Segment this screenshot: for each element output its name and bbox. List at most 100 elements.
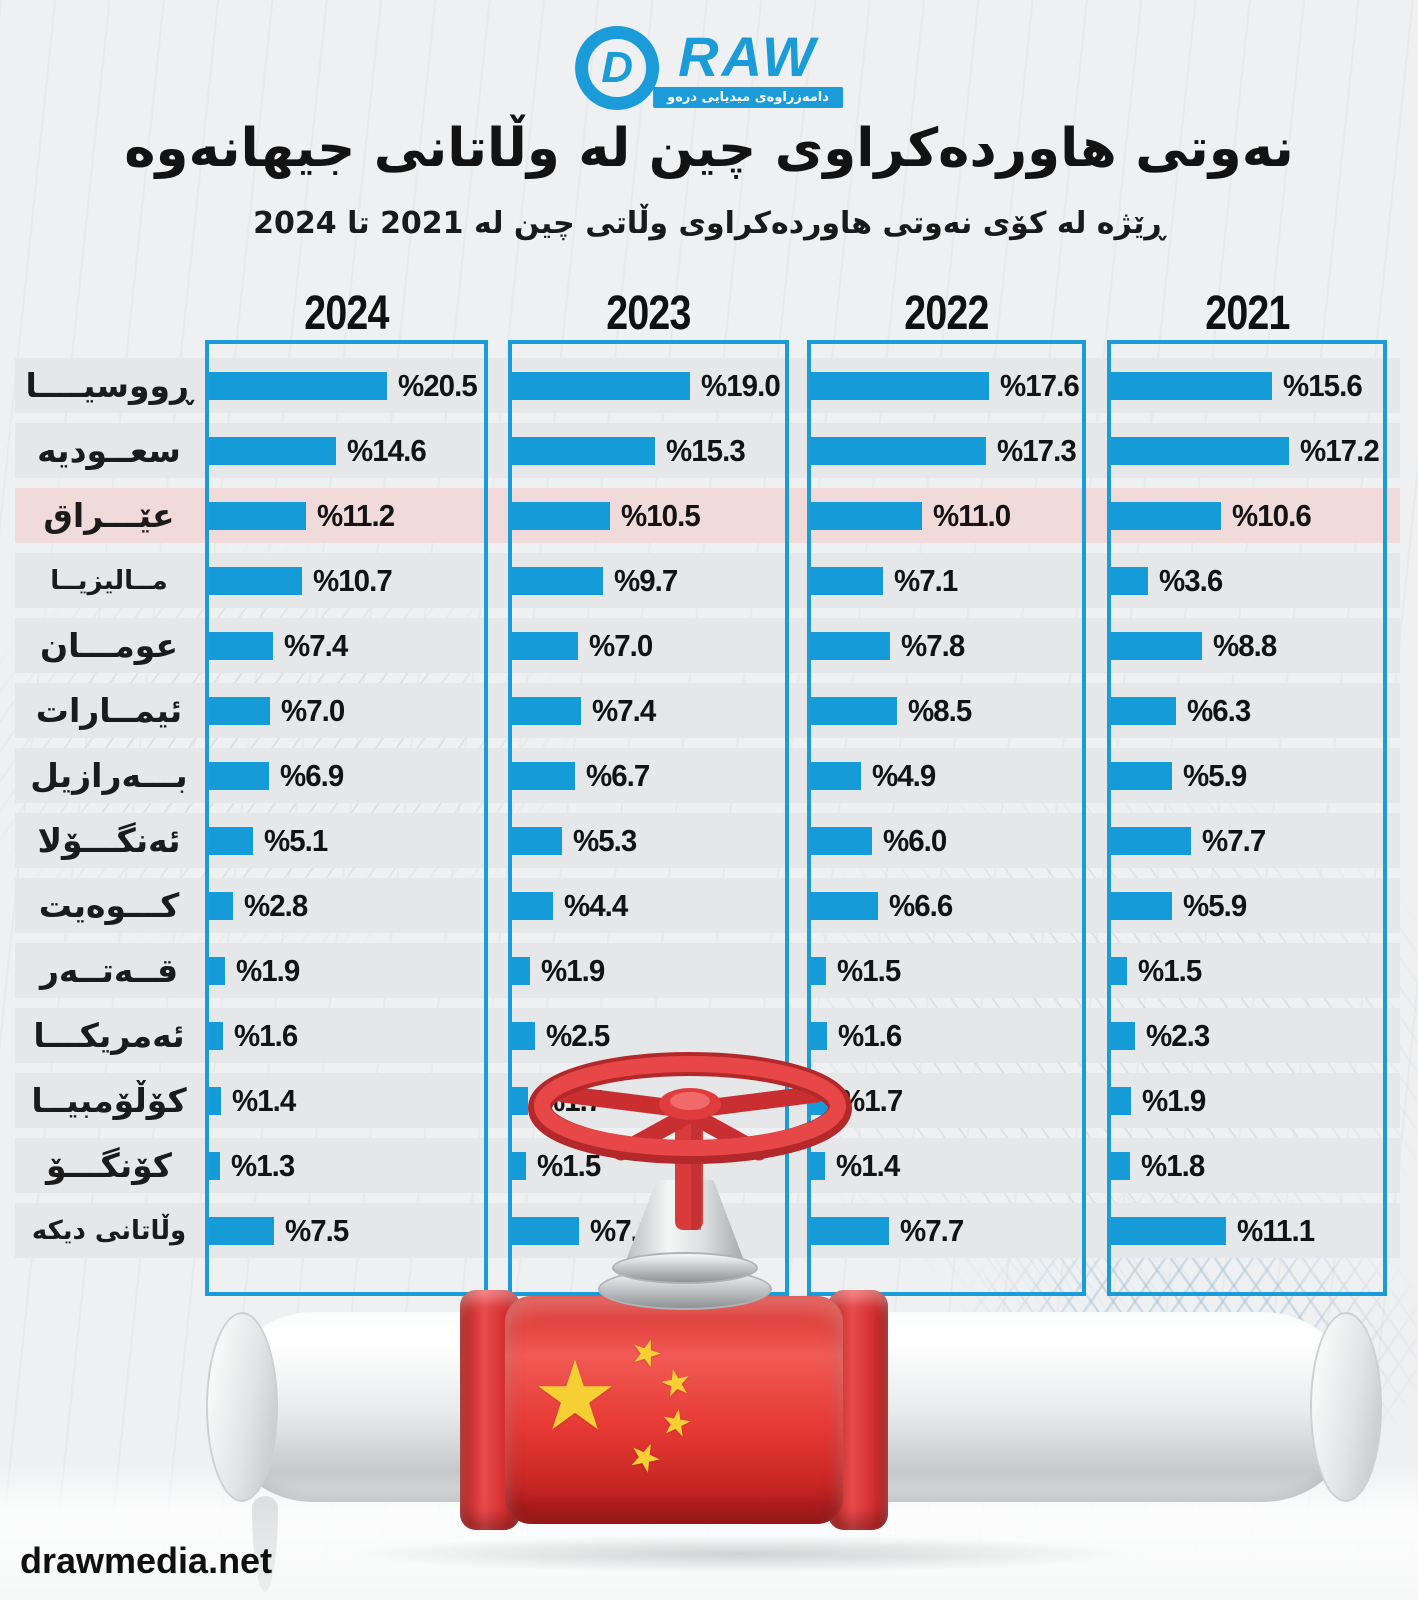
value-label: %1.5 xyxy=(837,952,901,988)
value-label: %11.1 xyxy=(1237,1212,1315,1248)
country-label: عومـــان xyxy=(39,626,179,665)
value-bar xyxy=(1111,696,1176,725)
value-bar xyxy=(811,566,883,595)
value-label: %2.5 xyxy=(546,1017,610,1053)
value-label: %8.5 xyxy=(908,692,972,728)
value-bar xyxy=(811,696,897,725)
country-label: بـــەرازیل xyxy=(30,756,188,795)
value-label: %11.2 xyxy=(317,497,395,533)
value-label: %6.7 xyxy=(586,757,650,793)
value-label: %7.4 xyxy=(284,627,348,663)
value-label: %5.1 xyxy=(264,822,328,858)
row-strip xyxy=(15,943,1400,998)
value-bar xyxy=(512,371,690,400)
draw-media-logo: D RAW دامەزراوەی میدیایی درەو xyxy=(575,26,843,110)
watermark: drawmedia.net xyxy=(20,1540,273,1581)
value-bar xyxy=(1111,371,1272,400)
value-label: %10.5 xyxy=(621,497,701,533)
column-header-year: 2024 xyxy=(205,286,488,340)
value-bar xyxy=(209,436,336,465)
value-bar xyxy=(512,436,655,465)
value-bar xyxy=(209,501,306,530)
value-bar xyxy=(209,696,270,725)
value-label: %1.5 xyxy=(1138,952,1202,988)
value-bar xyxy=(209,631,273,660)
value-label: %10.7 xyxy=(313,562,393,598)
year-label: 2024 xyxy=(304,286,389,340)
value-bar xyxy=(209,1151,220,1180)
value-bar xyxy=(811,1021,827,1050)
value-label: %17.6 xyxy=(1000,367,1080,403)
value-label: %1.6 xyxy=(838,1017,902,1053)
value-bar xyxy=(811,761,861,790)
value-bar xyxy=(811,891,878,920)
value-bar xyxy=(512,1021,535,1050)
value-bar xyxy=(1111,761,1172,790)
value-label: %3.6 xyxy=(1159,562,1223,598)
value-bar xyxy=(209,1086,221,1115)
value-bar xyxy=(512,1216,579,1245)
value-label: %6.3 xyxy=(1187,692,1251,728)
value-bar xyxy=(512,956,530,985)
value-label: %7.0 xyxy=(281,692,345,728)
value-label: %1.4 xyxy=(836,1147,900,1183)
value-bar xyxy=(1111,436,1289,465)
value-label: %17.3 xyxy=(997,432,1077,468)
pipeline-shadow xyxy=(200,1528,1280,1580)
value-bar xyxy=(811,371,989,400)
value-bar xyxy=(1111,956,1127,985)
country-label: سعــودیه xyxy=(37,431,181,470)
value-bar xyxy=(811,631,890,660)
value-bar xyxy=(1111,631,1202,660)
value-bar xyxy=(512,891,553,920)
value-label: %7.5 xyxy=(285,1212,349,1248)
value-label: %19.0 xyxy=(701,367,781,403)
logo-brand-text: RAW xyxy=(678,24,818,88)
country-label: کۆنگـــۆ xyxy=(46,1146,172,1185)
value-bar xyxy=(811,956,826,985)
value-label: %4.4 xyxy=(564,887,628,923)
value-bar xyxy=(209,371,387,400)
value-bar xyxy=(1111,891,1172,920)
year-label: 2021 xyxy=(1204,286,1290,340)
value-label: %5.9 xyxy=(1183,887,1247,923)
value-bar xyxy=(209,566,302,595)
country-label: ئیمــارات xyxy=(35,691,183,730)
year-label: 2022 xyxy=(904,286,989,340)
value-label: %14.6 xyxy=(347,432,427,468)
value-label: %7.1 xyxy=(894,562,958,598)
value-bar xyxy=(1111,501,1221,530)
year-label: 2023 xyxy=(606,286,691,340)
value-bar xyxy=(811,1151,825,1180)
value-label: %1.3 xyxy=(231,1147,295,1183)
value-bar xyxy=(209,956,225,985)
value-bar xyxy=(512,826,562,855)
value-label: %6.9 xyxy=(280,757,344,793)
column-panel-2024 xyxy=(205,340,488,1296)
country-label: کۆڵۆمبیــا xyxy=(31,1081,187,1120)
value-label: %15.6 xyxy=(1283,367,1363,403)
logo-tagline: دامەزراوەی میدیایی درەو xyxy=(653,86,843,108)
value-label: %11.0 xyxy=(933,497,1011,533)
value-label: %1.5 xyxy=(537,1147,601,1183)
value-label: %7.4 xyxy=(592,692,656,728)
page-subtitle: ڕێژە لە کۆی نەوتی هاوردەکراوی وڵاتی چین … xyxy=(253,206,1165,241)
value-label: %1.4 xyxy=(232,1082,296,1118)
value-label: %9.7 xyxy=(614,562,678,598)
value-label: %4.9 xyxy=(872,757,936,793)
value-label: %17.2 xyxy=(1300,432,1380,468)
value-label: %7.7 xyxy=(900,1212,964,1248)
logo-d-icon: D xyxy=(575,26,660,110)
column-header-year: 2021 xyxy=(1107,286,1387,340)
country-label: کـــوەیت xyxy=(38,886,180,925)
column-header-year: 2023 xyxy=(508,286,789,340)
column-header-year: 2022 xyxy=(807,286,1086,340)
value-label: %10.6 xyxy=(1232,497,1312,533)
value-bar xyxy=(209,826,253,855)
value-label: %1.9 xyxy=(1142,1082,1206,1118)
value-label: %7.0 xyxy=(589,627,653,663)
country-label: ئەنگـــۆلا xyxy=(37,821,181,860)
value-label: %20.5 xyxy=(398,367,478,403)
value-label: %8.8 xyxy=(1213,627,1277,663)
